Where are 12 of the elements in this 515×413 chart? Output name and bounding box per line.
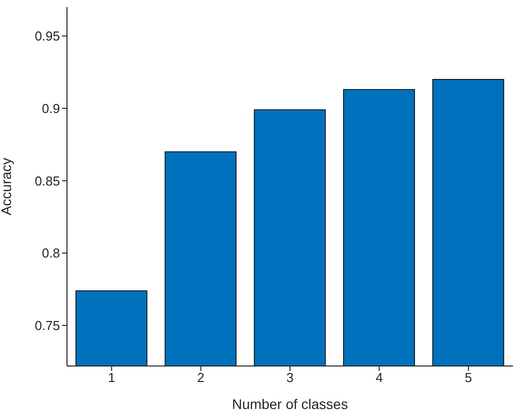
y-axis-title: Accuracy: [0, 158, 14, 216]
x-tick-label: 1: [108, 370, 116, 386]
x-tick-label: 5: [464, 370, 472, 386]
x-tick-label: 4: [376, 370, 383, 386]
x-tick-label: 2: [197, 370, 204, 386]
x-axis-title: Number of classes: [232, 396, 348, 412]
y-tick-label: 0.9: [42, 100, 60, 116]
y-tick-label: 0.95: [34, 28, 60, 44]
y-tick-label: 0.75: [34, 318, 60, 334]
x-tick-label: 3: [286, 370, 294, 386]
y-tick-label: 0.85: [34, 173, 60, 188]
y-tick-label: 0.8: [42, 246, 60, 261]
